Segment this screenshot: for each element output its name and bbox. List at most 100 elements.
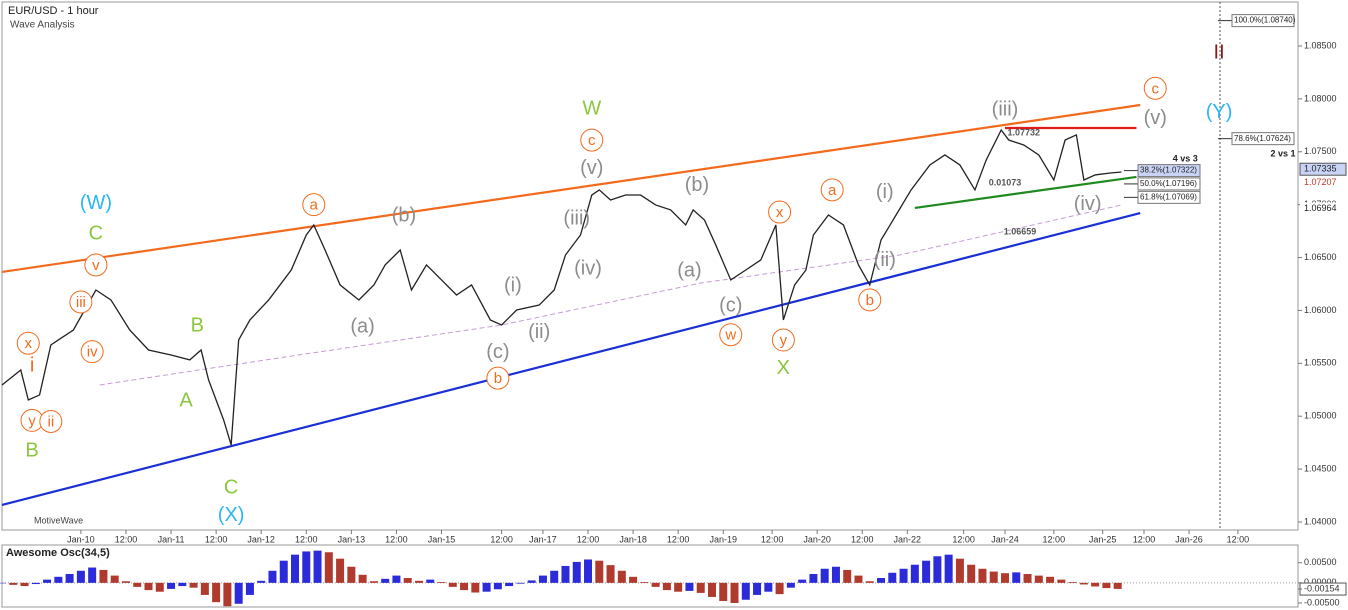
trend-line	[1, 211, 1141, 506]
osc-bar	[291, 554, 300, 583]
osc-bar	[572, 561, 581, 583]
wave-label: (i)	[504, 274, 522, 296]
osc-bar	[933, 556, 942, 583]
wave-circle	[820, 178, 844, 202]
osc-bar	[888, 572, 897, 583]
osc-bar	[245, 582, 254, 595]
x-tick-label: 12:00	[1133, 534, 1156, 544]
osc-bar	[978, 568, 987, 583]
annotation: 1.06659	[1004, 226, 1037, 236]
osc-bar	[144, 582, 153, 591]
x-tick-label: Jan-12	[247, 534, 275, 544]
x-tick-label: 12:00	[385, 534, 408, 544]
osc-bar	[20, 582, 29, 587]
annotation: 0.01073	[989, 177, 1022, 187]
osc-bar	[0, 582, 6, 584]
fib-label: 38.2%(1.07322)	[1140, 166, 1197, 175]
osc-bar	[121, 581, 130, 583]
wave-label: (v)	[580, 157, 603, 179]
osc-bar	[88, 567, 97, 583]
wave-label: c	[1152, 80, 1160, 97]
osc-bar	[1057, 579, 1066, 583]
x-tick-label: 12:00	[952, 534, 975, 544]
wave-label: II	[1214, 42, 1225, 64]
osc-bar	[369, 581, 378, 583]
osc-bar	[696, 582, 705, 593]
x-tick-label: Jan-11	[158, 534, 185, 544]
osc-bar	[403, 578, 412, 583]
wave-label: W	[582, 98, 601, 120]
osc-bar	[1012, 572, 1021, 583]
annotation: 1.07732	[1008, 127, 1041, 137]
osc-bar	[865, 581, 874, 583]
osc-bar	[1102, 582, 1111, 589]
osc-bar	[279, 560, 288, 583]
osc-bar	[527, 580, 536, 583]
osc-bar	[944, 554, 953, 583]
osc-bar	[843, 569, 852, 583]
wave-label: C	[224, 476, 238, 498]
osc-bar	[516, 582, 525, 584]
x-tick-label: 12:00	[205, 534, 228, 544]
wave-circle	[39, 409, 63, 433]
wave-label: (c)	[486, 341, 509, 363]
x-tick-label: Jan-20	[803, 534, 831, 544]
osc-bar	[31, 582, 40, 585]
osc-bar	[324, 552, 333, 583]
wave-label: x	[776, 204, 784, 221]
y-tick-label: 0.00500	[1304, 557, 1337, 567]
wave-label: (b)	[392, 205, 416, 227]
price-line	[1, 128, 1122, 446]
x-tick-label: 12:00	[115, 534, 138, 544]
wave-circle	[486, 366, 510, 390]
osc-bar	[764, 582, 773, 592]
wave-circle	[858, 288, 882, 312]
x-tick-label: Jan-17	[529, 534, 557, 544]
wave-label: y	[28, 412, 36, 429]
wave-label: (c)	[719, 294, 742, 316]
osc-bar	[967, 564, 976, 583]
osc-bar	[65, 573, 74, 583]
x-tick-label: Jan-25	[1089, 534, 1117, 544]
x-tick-label: 12:00	[1227, 534, 1250, 544]
osc-bar	[595, 560, 604, 583]
x-tick-label: 12:00	[667, 534, 690, 544]
wave-label: w	[724, 327, 736, 344]
wave-label: (iv)	[1074, 193, 1102, 215]
osc-bar	[437, 582, 446, 583]
osc-bar	[189, 582, 198, 588]
y-tick-label: -0.00154	[1304, 583, 1340, 593]
osc-bar	[798, 579, 807, 583]
wave-label: (i)	[876, 181, 894, 203]
wave-label: (W)	[80, 192, 112, 214]
osc-bar	[471, 582, 480, 593]
wave-label: (iii)	[563, 208, 590, 230]
osc-bar	[955, 558, 964, 583]
x-tick-label: Jan-15	[428, 534, 456, 544]
wave-label: c	[588, 132, 596, 149]
osc-bar	[54, 576, 63, 583]
osc-bar	[1079, 582, 1088, 585]
wave-label: (ii)	[528, 321, 550, 343]
trend-line	[1, 103, 1141, 274]
wave-circle	[84, 253, 108, 277]
osc-bar	[493, 582, 502, 590]
osc-bar	[167, 582, 176, 589]
osc-bar	[1000, 573, 1009, 583]
y-tick-label: 1.07500	[1304, 146, 1337, 156]
osc-bar	[212, 582, 221, 603]
wave-label: b	[494, 370, 502, 387]
y-tick-label: -0.00500	[1304, 597, 1340, 607]
osc-bar	[200, 582, 209, 595]
osc-bar	[336, 558, 345, 583]
x-tick-label: 12:00	[577, 534, 600, 544]
wave-label: (b)	[685, 174, 709, 196]
fib-box	[1137, 177, 1201, 191]
fib-label: 100.0%(1.08740)	[1234, 16, 1296, 25]
osc-bar	[460, 582, 469, 591]
wave-label: (a)	[350, 316, 374, 338]
wave-label: (Y)	[1206, 101, 1233, 123]
wave-label: (a)	[677, 260, 701, 282]
x-tick-label: 12:00	[761, 534, 784, 544]
osc-bar	[989, 571, 998, 583]
